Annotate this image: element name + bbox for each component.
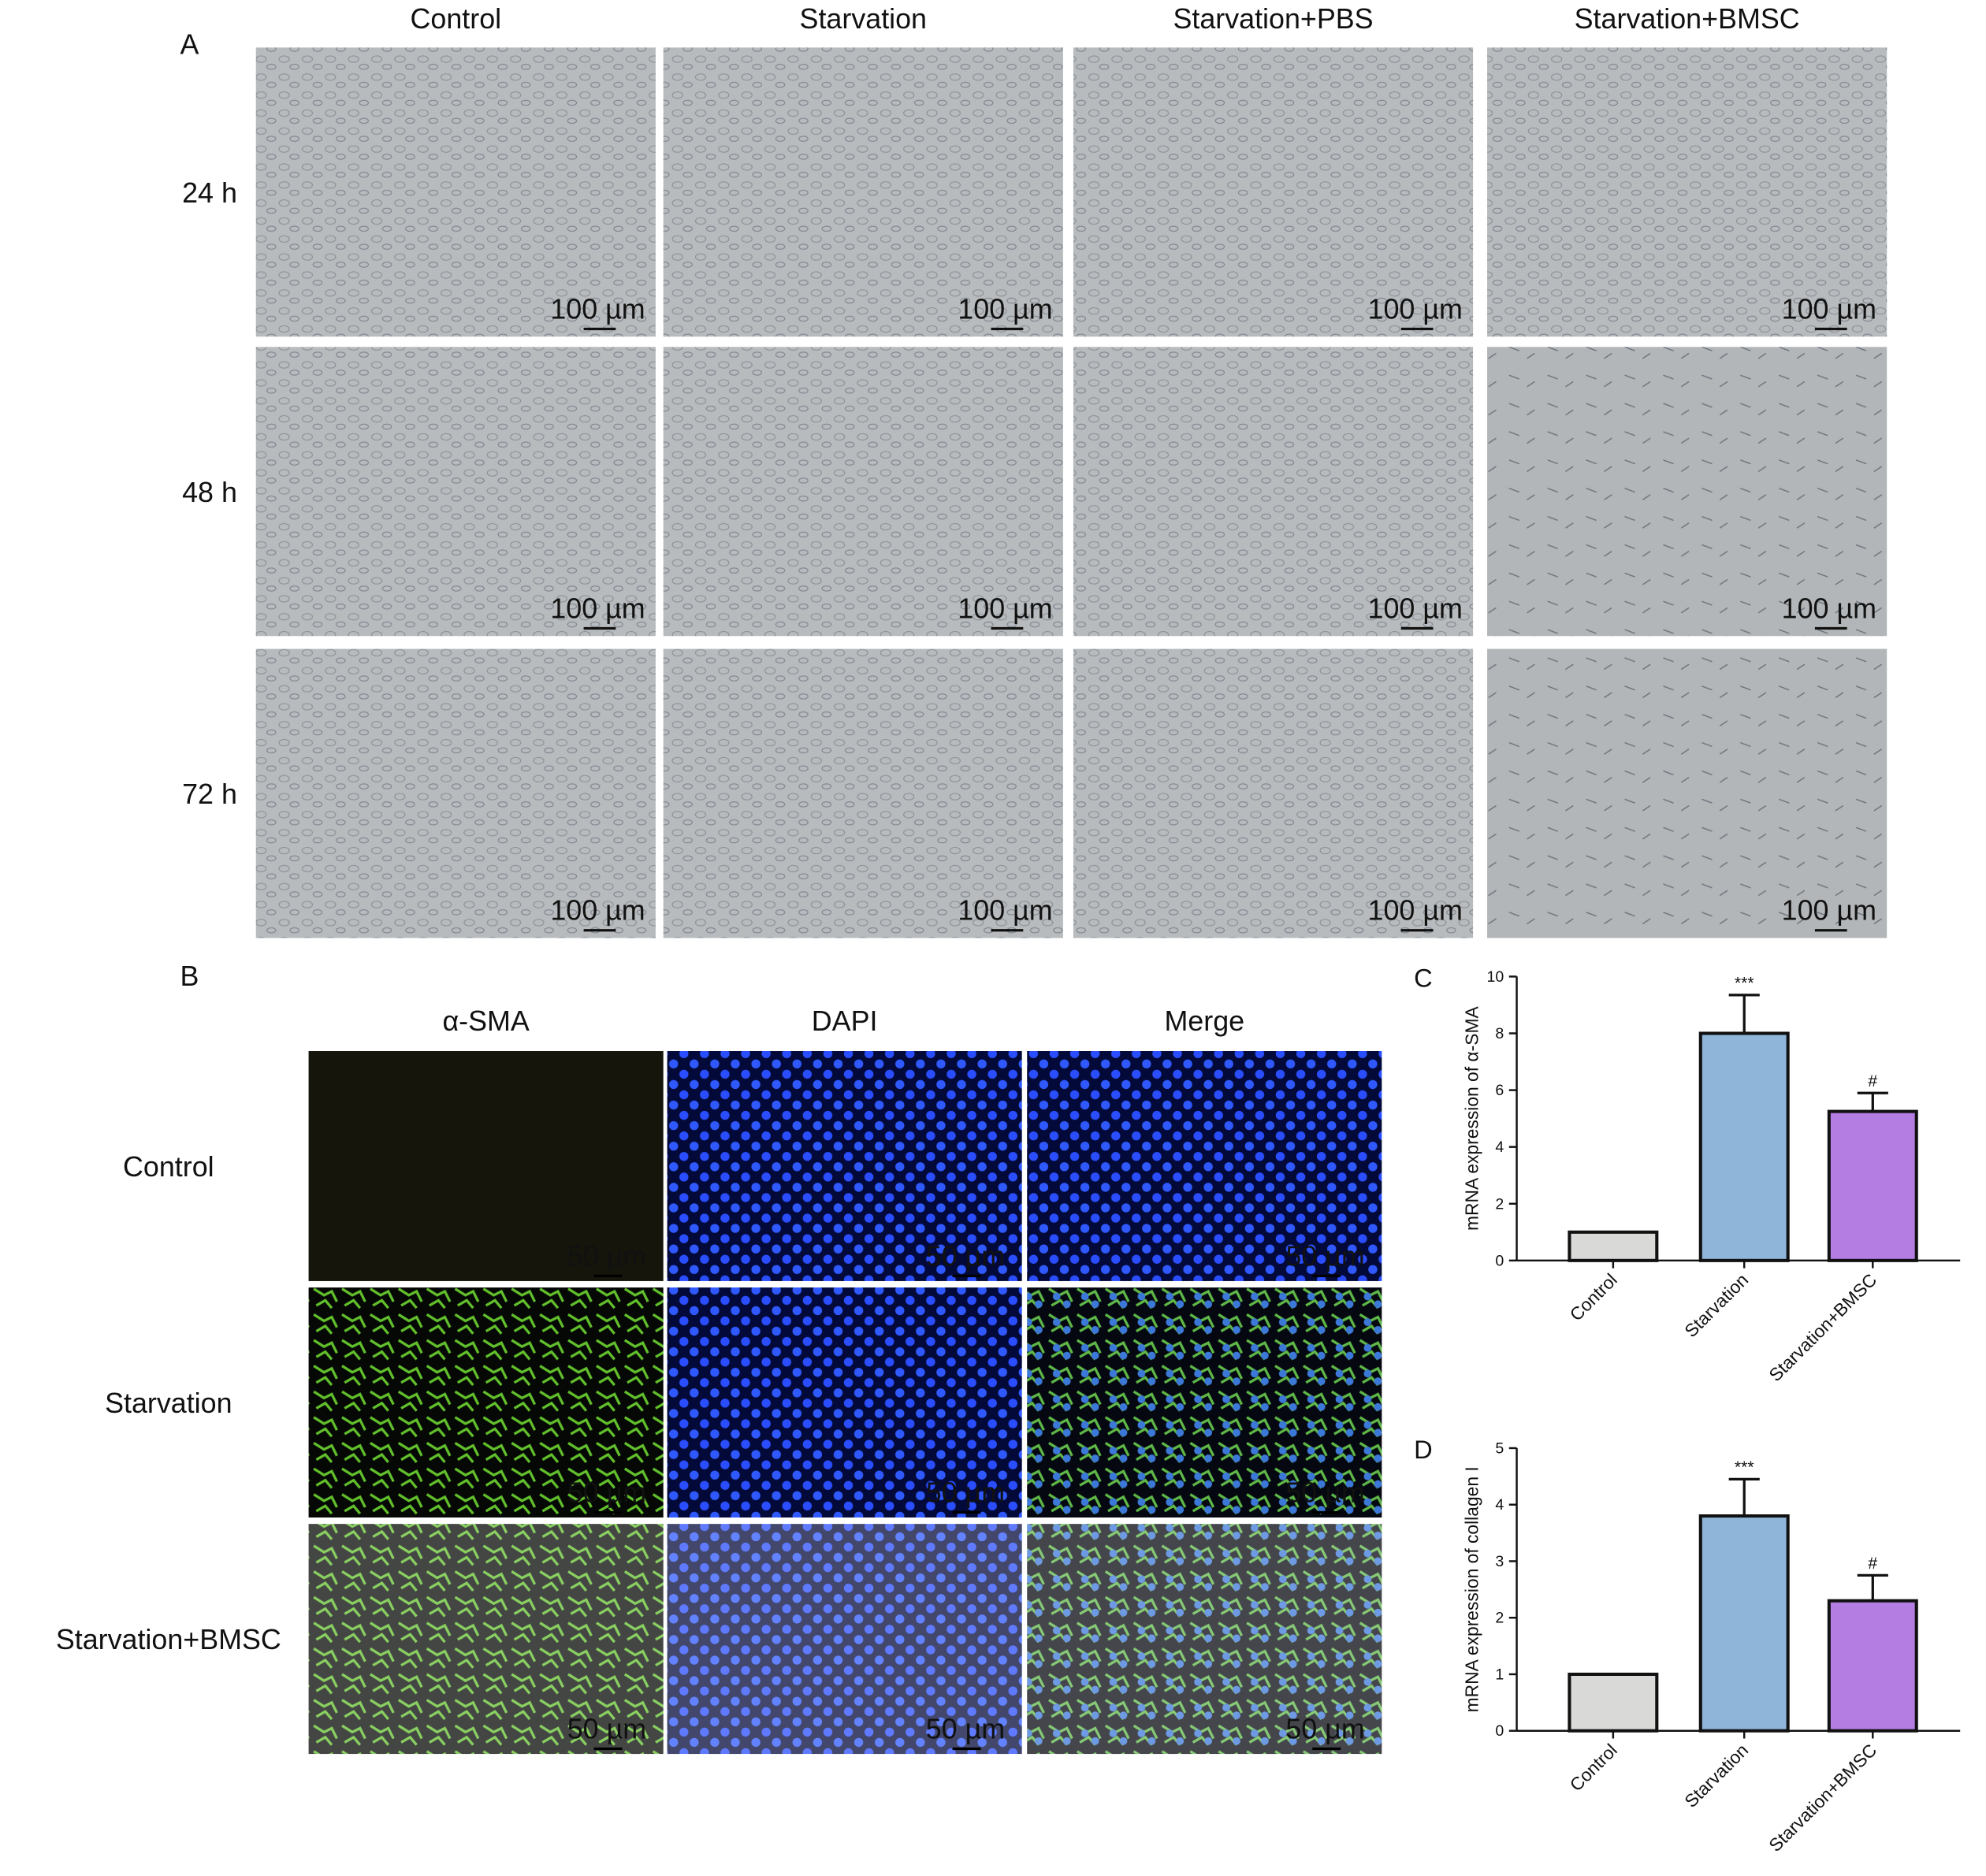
y-tick-label: 5 bbox=[1495, 1440, 1504, 1457]
error-bar bbox=[1728, 1477, 1760, 1517]
column-header: Starvation+PBS bbox=[1173, 3, 1373, 35]
y-axis-label: mRNA expression of collagen I bbox=[1462, 1466, 1482, 1712]
scale-bar-label: 100 µm bbox=[958, 293, 1052, 325]
scale-bar-label: 50 µm bbox=[926, 1240, 1005, 1272]
y-tick-label: 1 bbox=[1495, 1666, 1504, 1683]
row-label: Starvation+BMSC bbox=[56, 1624, 281, 1655]
micrograph bbox=[308, 1524, 664, 1755]
error-bar bbox=[1728, 994, 1760, 1034]
y-tick-label: 2 bbox=[1495, 1610, 1504, 1627]
micrograph bbox=[667, 1287, 1022, 1518]
scale-bar-label: 50 µm bbox=[567, 1714, 646, 1745]
micrograph bbox=[1487, 47, 1887, 337]
scale-bar-label: 100 µm bbox=[1782, 593, 1876, 624]
row-label: 24 h bbox=[182, 177, 237, 209]
x-tick-label: Control bbox=[1566, 1269, 1621, 1324]
micrograph bbox=[667, 1524, 1022, 1755]
column-header: Starvation bbox=[800, 3, 927, 35]
bar bbox=[1827, 1599, 1918, 1733]
y-tick-label: 0 bbox=[1495, 1722, 1504, 1740]
scale-bar-label: 100 µm bbox=[550, 293, 645, 325]
column-header: α-SMA bbox=[442, 1005, 529, 1037]
error-bar bbox=[1857, 1091, 1888, 1112]
scale-bar-label: 100 µm bbox=[1368, 293, 1463, 325]
column-header: DAPI bbox=[812, 1005, 878, 1037]
y-tick-label: 4 bbox=[1495, 1139, 1504, 1156]
micrograph bbox=[663, 347, 1063, 637]
column-header: Control bbox=[411, 3, 502, 35]
micrograph bbox=[1027, 1524, 1382, 1755]
micrograph bbox=[1487, 347, 1887, 637]
row-label: 48 h bbox=[182, 477, 237, 508]
scale-bar-label: 100 µm bbox=[550, 895, 645, 927]
micrograph bbox=[255, 648, 656, 938]
micrograph bbox=[1027, 1287, 1382, 1518]
micrograph bbox=[1073, 47, 1474, 337]
bar bbox=[1568, 1672, 1659, 1733]
x-tick-label: Control bbox=[1566, 1740, 1621, 1795]
column-header: Starvation+BMSC bbox=[1575, 3, 1800, 35]
panel-label: C bbox=[1414, 963, 1433, 992]
y-tick-label: 8 bbox=[1495, 1025, 1504, 1042]
y-tick-label: 6 bbox=[1495, 1082, 1504, 1099]
error-bar bbox=[1857, 1573, 1888, 1601]
row-label: 72 h bbox=[182, 778, 237, 810]
micrograph bbox=[1487, 648, 1887, 938]
bar bbox=[1568, 1230, 1659, 1262]
row-label: Control bbox=[123, 1151, 214, 1183]
scale-bar-label: 100 µm bbox=[1368, 593, 1463, 624]
scale-bar-label: 50 µm bbox=[1285, 1240, 1364, 1272]
x-tick-label: Starvation+BMSC bbox=[1765, 1740, 1880, 1856]
x-tick-label: Starvation+BMSC bbox=[1765, 1269, 1880, 1385]
panel-label: D bbox=[1414, 1435, 1433, 1464]
y-tick-label: 2 bbox=[1495, 1195, 1504, 1213]
bar bbox=[1698, 1514, 1790, 1733]
y-tick-label: 0 bbox=[1495, 1252, 1504, 1269]
scale-bar-label: 100 µm bbox=[1782, 293, 1876, 325]
micrograph bbox=[663, 648, 1063, 938]
scale-bar-label: 100 µm bbox=[958, 895, 1052, 927]
micrograph bbox=[1027, 1051, 1382, 1281]
bar bbox=[1827, 1109, 1918, 1262]
micrograph bbox=[308, 1287, 664, 1518]
scale-bar-label: 50 µm bbox=[567, 1477, 646, 1508]
micrograph bbox=[255, 47, 656, 337]
annotation: *** bbox=[1735, 975, 1754, 993]
y-axis-label: mRNA expression of α-SMA bbox=[1462, 1006, 1482, 1231]
y-tick-label: 10 bbox=[1487, 968, 1504, 986]
micrograph bbox=[255, 347, 656, 637]
panel-label: A bbox=[180, 28, 199, 60]
scale-bar-label: 100 µm bbox=[1782, 895, 1876, 927]
micrograph bbox=[667, 1051, 1022, 1281]
annotation: # bbox=[1868, 1555, 1877, 1573]
x-tick-label: Starvation bbox=[1680, 1269, 1752, 1341]
micrograph bbox=[1073, 648, 1474, 938]
scale-bar-label: 50 µm bbox=[926, 1714, 1005, 1745]
y-tick-label: 3 bbox=[1495, 1553, 1504, 1570]
micrograph bbox=[663, 47, 1063, 337]
panel-label: B bbox=[180, 960, 199, 992]
scale-bar-label: 50 µm bbox=[1285, 1477, 1364, 1508]
annotation: # bbox=[1868, 1072, 1877, 1090]
scale-bar-label: 100 µm bbox=[958, 593, 1052, 624]
bar bbox=[1698, 1031, 1790, 1262]
scale-bar-label: 100 µm bbox=[550, 593, 645, 624]
scale-bar-label: 50 µm bbox=[1285, 1714, 1364, 1745]
annotation: *** bbox=[1735, 1458, 1754, 1477]
scale-bar-label: 50 µm bbox=[567, 1240, 646, 1272]
micrograph bbox=[1073, 347, 1474, 637]
scale-bar-label: 100 µm bbox=[1368, 895, 1463, 927]
row-label: Starvation bbox=[105, 1387, 232, 1419]
micrograph bbox=[308, 1051, 664, 1281]
y-tick-label: 4 bbox=[1495, 1496, 1504, 1514]
x-tick-label: Starvation bbox=[1680, 1740, 1752, 1811]
column-header: Merge bbox=[1164, 1005, 1244, 1037]
scale-bar-label: 50 µm bbox=[926, 1477, 1005, 1508]
